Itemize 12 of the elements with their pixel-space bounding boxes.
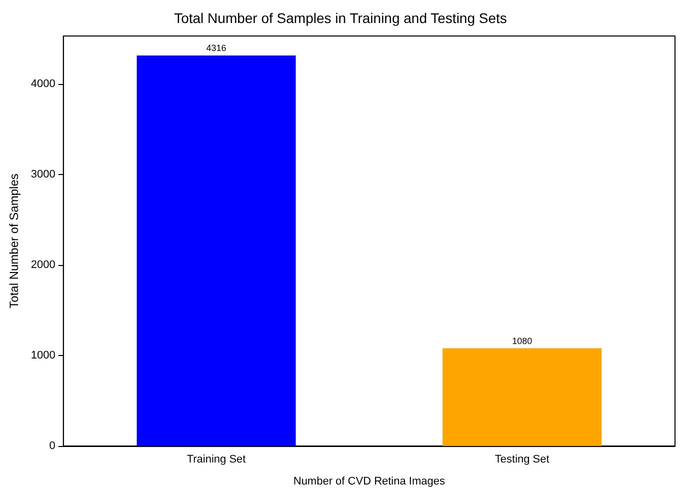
data-label: 4316 [206,43,226,54]
data-label: 1080 [512,336,532,346]
y-tick-label: 2000 [30,259,56,272]
x-axis-title: Number of CVD Retina Images [293,476,446,488]
chart-title: Total Number of Samples in Training and Testing Sets [174,10,507,26]
y-tick-label: 0 [49,440,56,452]
x-tick-label: Testing Set [494,454,550,466]
y-axis-title: Total Number of Samples [7,174,21,308]
x-tick-label: Training Set [186,454,246,466]
y-tick-label: 3000 [30,168,56,181]
y-tick-label: 1000 [30,350,56,362]
y-tick-label: 4000 [30,78,56,90]
